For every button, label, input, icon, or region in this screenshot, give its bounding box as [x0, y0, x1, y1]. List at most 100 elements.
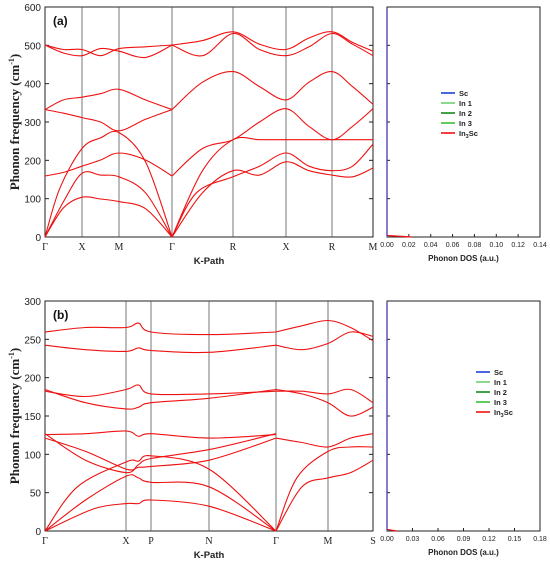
x-axis-label: K-Path: [194, 550, 225, 561]
phonon-band: [275, 388, 374, 404]
k-point-label: S: [370, 536, 376, 547]
dos-x-tick-label: 0.08: [468, 242, 482, 249]
dos-curve-in3sc: [386, 9, 413, 238]
k-point-label: P: [148, 536, 154, 547]
k-point-label: X: [122, 536, 130, 547]
dos-x-tick-label: 0.00: [380, 242, 394, 249]
dos-x-axis-label: Phonon DOS (a.u.): [428, 254, 499, 263]
legend-label: In 3: [494, 398, 507, 407]
phonon-band: [275, 388, 374, 417]
phonon-band: [44, 152, 173, 177]
y-axis-label: Phonon frequency (cm-1): [7, 54, 22, 190]
dos-x-axis-label: Phonon DOS (a.u.): [428, 548, 499, 557]
phonon-band: [44, 430, 277, 439]
legend-label: In3Sc: [459, 129, 478, 140]
dos-x-tick-label: 0.06: [431, 536, 445, 543]
legend-label: In 2: [459, 109, 472, 118]
phonon-band: [44, 88, 173, 111]
dispersion-frame: [44, 6, 374, 238]
k-point-label: R: [329, 242, 336, 253]
y-tick-label: 0: [35, 527, 41, 538]
phonon-band: [171, 143, 374, 238]
k-point-label: Γ: [42, 242, 48, 253]
phonon-band: [44, 44, 173, 59]
phonon-band: [44, 130, 173, 238]
phonon-band: [275, 331, 374, 351]
y-tick-label: 300: [24, 297, 41, 308]
panel-a: 0 100 200 300 400 500 600 Γ X M Γ R X R M K-Path Phonon …: [7, 3, 547, 267]
x-axis-label: K-Path: [194, 256, 225, 267]
phonon-band: [171, 71, 374, 111]
phonon-band: [44, 171, 173, 238]
k-point-label: Γ: [273, 536, 279, 547]
y-tick-label: 100: [24, 450, 41, 461]
k-point-label: M: [115, 242, 124, 253]
dos-x-tick-label: 0.15: [508, 536, 522, 543]
k-point-label: X: [78, 242, 86, 253]
y-axis-label: Phonon frequency (cm-1): [7, 348, 22, 484]
y-tick-label: 250: [24, 335, 41, 346]
k-point-label: M: [369, 242, 378, 253]
y-tick-label: 200: [24, 374, 41, 385]
phonon-band: [171, 31, 374, 52]
phonon-band: [44, 433, 277, 474]
dos-x-tick-label: 0.12: [482, 536, 496, 543]
y-tick-label: 0: [35, 233, 41, 244]
phonon-band: [44, 384, 277, 398]
y-tick-label: 600: [24, 3, 41, 14]
dos-x-tick-label: 0.18: [533, 536, 547, 543]
phonon-band: [44, 344, 277, 354]
panel-b: 0 50 100 150 200 250 300 Γ X P N Γ M S K-Path Phonon fr…: [7, 297, 547, 561]
phonon-band: [44, 388, 277, 410]
dos-x-tick-label: 0.03: [406, 536, 420, 543]
panel-label: (b): [53, 308, 68, 322]
phonon-band: [275, 446, 374, 532]
legend-label: In3Sc: [494, 408, 513, 419]
dos-x-tick-label: 0.06: [446, 242, 460, 249]
phonon-band: [44, 474, 277, 532]
dos-x-tick-label: 0.04: [424, 242, 438, 249]
dos-curve-in3sc: [386, 303, 398, 532]
k-point-label: R: [230, 242, 237, 253]
legend-label: Sc: [494, 368, 503, 377]
dos-frame: [386, 300, 541, 532]
phonon-band: [44, 322, 277, 336]
phonon-band: [44, 109, 173, 132]
phonon-band: [171, 161, 374, 238]
phonon-band: [275, 319, 374, 342]
dos-x-tick-label: 0.12: [511, 242, 525, 249]
phonon-band: [171, 32, 374, 57]
phonon-band: [171, 108, 374, 177]
phonon-band: [44, 499, 277, 532]
y-tick-label: 200: [24, 156, 41, 167]
phonon-band: [44, 437, 277, 471]
k-point-label: M: [324, 536, 333, 547]
dos-x-tick-label: 0.02: [402, 242, 416, 249]
dos-x-tick-label: 0.14: [533, 242, 547, 249]
y-tick-label: 100: [24, 195, 41, 206]
legend-label: In 1: [459, 99, 472, 108]
dos-x-tick-label: 0.10: [489, 242, 503, 249]
phonon-band: [44, 455, 277, 532]
panel-label: (a): [53, 14, 68, 28]
k-point-label: X: [282, 242, 290, 253]
phonon-band: [171, 136, 373, 238]
legend-label: In 3: [459, 119, 472, 128]
phonon-band: [275, 433, 374, 448]
k-point-label: Γ: [42, 536, 48, 547]
y-tick-label: 400: [24, 80, 41, 91]
y-tick-label: 500: [24, 41, 41, 52]
k-point-label: N: [205, 536, 212, 547]
phonon-band: [44, 196, 173, 238]
dos-x-tick-label: 0.00: [380, 536, 394, 543]
y-tick-label: 300: [24, 118, 41, 129]
legend-label: Sc: [459, 89, 468, 98]
legend-label: In 2: [494, 388, 507, 397]
y-tick-label: 150: [24, 412, 41, 423]
y-tick-label: 50: [30, 489, 42, 500]
legend-label: In 1: [494, 378, 507, 387]
phonon-band: [275, 459, 374, 532]
dos-x-tick-label: 0.09: [457, 536, 471, 543]
k-point-label: Γ: [169, 242, 175, 253]
